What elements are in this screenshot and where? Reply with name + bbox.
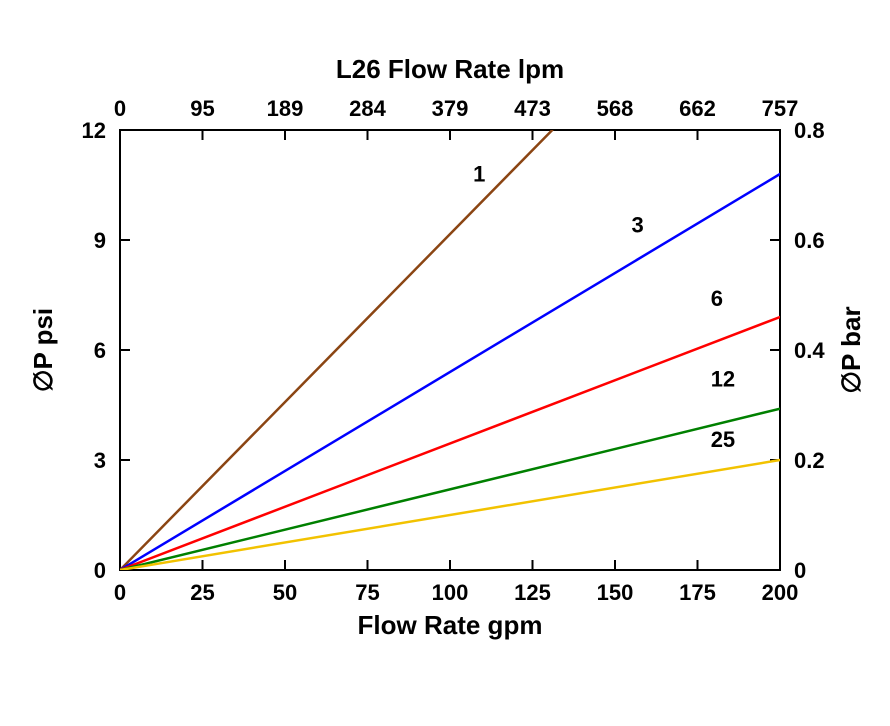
y-left-tick-label: 3 xyxy=(94,448,106,473)
y-right-axis-label: ∅P bar xyxy=(836,306,866,393)
y-right-tick-label: 0 xyxy=(794,558,806,583)
x-top-tick-label: 0 xyxy=(114,96,126,121)
x-top-tick-label: 473 xyxy=(514,96,551,121)
x-top-tick-label: 757 xyxy=(762,96,799,121)
x-bottom-tick-label: 200 xyxy=(762,580,799,605)
x-top-tick-label: 662 xyxy=(679,96,716,121)
x-bottom-tick-label: 175 xyxy=(679,580,716,605)
y-left-axis-label: ∅P psi xyxy=(28,308,58,392)
x-top-tick-label: 95 xyxy=(190,96,214,121)
flow-rate-chart: 0255075100125150175200095189284379473568… xyxy=(0,0,890,726)
x-bottom-tick-label: 50 xyxy=(273,580,297,605)
y-right-tick-label: 0.8 xyxy=(794,118,825,143)
series-label-12: 12 xyxy=(711,367,735,392)
y-right-tick-label: 0.6 xyxy=(794,228,825,253)
x-top-tick-label: 189 xyxy=(267,96,304,121)
x-bottom-tick-label: 150 xyxy=(597,580,634,605)
chart-container: 0255075100125150175200095189284379473568… xyxy=(0,0,890,726)
y-right-tick-label: 0.4 xyxy=(794,338,825,363)
series-label-6: 6 xyxy=(711,286,723,311)
y-left-tick-label: 0 xyxy=(94,558,106,583)
x-top-tick-label: 568 xyxy=(597,96,634,121)
x-bottom-tick-label: 75 xyxy=(355,580,379,605)
y-left-tick-label: 6 xyxy=(94,338,106,363)
top-title: L26 Flow Rate lpm xyxy=(336,54,564,84)
x-bottom-tick-label: 0 xyxy=(114,580,126,605)
x-bottom-tick-label: 125 xyxy=(514,580,551,605)
x-top-tick-label: 284 xyxy=(349,96,386,121)
series-label-25: 25 xyxy=(711,427,735,452)
y-left-tick-label: 12 xyxy=(82,118,106,143)
series-label-3: 3 xyxy=(632,213,644,238)
x-axis-label: Flow Rate gpm xyxy=(358,610,543,640)
series-label-1: 1 xyxy=(473,161,485,186)
y-right-tick-label: 0.2 xyxy=(794,448,825,473)
x-bottom-tick-label: 25 xyxy=(190,580,214,605)
x-bottom-tick-label: 100 xyxy=(432,580,469,605)
y-left-tick-label: 9 xyxy=(94,228,106,253)
x-top-tick-label: 379 xyxy=(432,96,469,121)
